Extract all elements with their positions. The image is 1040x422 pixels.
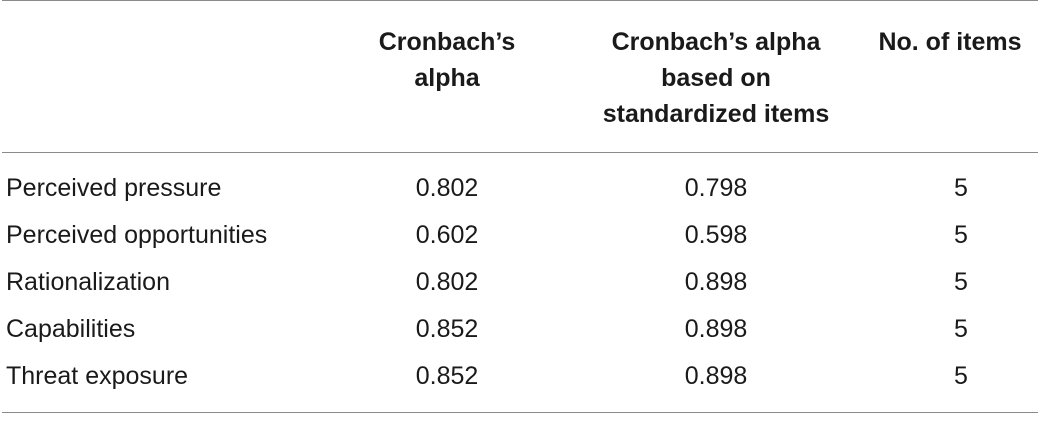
cronbach-alpha-standardized-value: 0.898	[570, 353, 862, 413]
items-count: 5	[954, 221, 968, 249]
header-line: No. of items	[878, 28, 1022, 56]
header-line: alpha	[414, 64, 480, 92]
construct-name: Perceived opportunities	[6, 221, 268, 249]
items-count: 5	[954, 315, 968, 343]
construct-name: Threat exposure	[2, 353, 324, 413]
cronbach-alpha-standardized-value: 0.898	[684, 315, 748, 343]
table-row: Perceived opportunities 0.602 0.598 5	[2, 212, 1038, 259]
header-line: standardized items	[602, 100, 830, 128]
cronbach-alpha-value: 0.852	[415, 315, 479, 343]
header-line: Cronbach’s alpha	[611, 28, 821, 56]
construct-name: Perceived pressure	[6, 174, 222, 202]
header-blank-cell	[2, 0, 324, 153]
header-row: Cronbach’s alpha Cronbach’s alpha based on…	[2, 0, 1038, 153]
construct-name: Rationalization	[6, 268, 170, 296]
construct-name: Capabilities	[6, 315, 136, 343]
table-body: Perceived pressure 0.802 0.798 5 Perceiv…	[2, 153, 1038, 413]
header-number-of-items: No. of items	[862, 0, 1038, 153]
cronbach-alpha-standardized-value: 0.898	[684, 268, 748, 296]
header-cronbach-alpha: Cronbach’s alpha	[324, 0, 570, 153]
reliability-table-container: Cronbach’s alpha Cronbach’s alpha based on…	[2, 0, 1038, 413]
table-row: Perceived pressure 0.802 0.798 5	[2, 153, 1038, 213]
cronbach-alpha-value: 0.852	[324, 353, 570, 413]
items-count: 5	[954, 268, 968, 296]
table-row: Capabilities 0.852 0.898 5	[2, 306, 1038, 353]
header-line: Cronbach’s	[378, 28, 516, 56]
header-line: based on	[661, 64, 771, 92]
table-row: Threat exposure 0.852 0.898 5	[2, 353, 1038, 413]
cronbach-alpha-value: 0.802	[415, 268, 479, 296]
cronbach-alpha-standardized-value: 0.598	[684, 221, 748, 249]
cronbach-alpha-value: 0.602	[415, 221, 479, 249]
items-count: 5	[862, 353, 1038, 413]
cronbach-alpha-value: 0.802	[415, 174, 479, 202]
header-cronbach-alpha-standardized: Cronbach’s alpha based on standardized ite…	[570, 0, 862, 153]
items-count: 5	[954, 174, 968, 202]
cronbach-alpha-standardized-value: 0.798	[684, 174, 748, 202]
table-header: Cronbach’s alpha Cronbach’s alpha based on…	[2, 0, 1038, 153]
reliability-table: Cronbach’s alpha Cronbach’s alpha based on…	[2, 0, 1038, 413]
table-row: Rationalization 0.802 0.898 5	[2, 259, 1038, 306]
